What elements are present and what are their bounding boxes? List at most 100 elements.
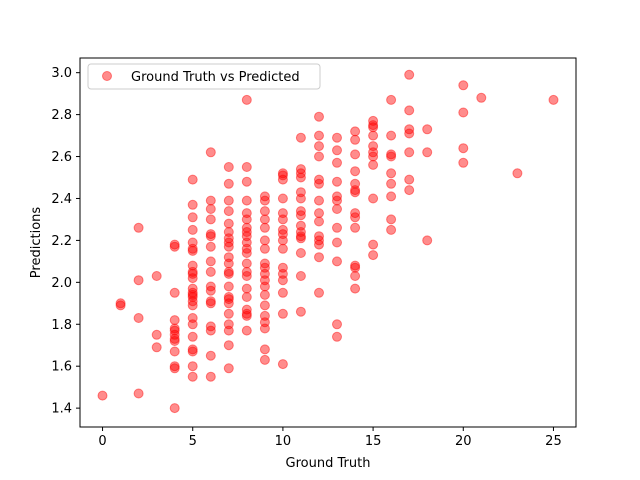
x-tick-label: 5 <box>189 434 197 449</box>
data-point <box>259 214 270 225</box>
data-point <box>205 241 216 252</box>
data-point <box>332 145 342 156</box>
data-point <box>277 193 288 204</box>
data-point <box>169 403 180 414</box>
data-point <box>314 178 324 189</box>
data-point <box>404 105 415 116</box>
data-point <box>151 329 162 340</box>
data-point <box>277 174 288 185</box>
data-point <box>187 344 198 355</box>
data-point <box>205 147 216 158</box>
data-point <box>350 178 361 189</box>
data-point <box>151 271 162 281</box>
data-point <box>277 262 288 273</box>
data-point <box>404 174 415 185</box>
data-point <box>368 115 379 126</box>
data-point <box>151 342 162 353</box>
data-point <box>350 212 361 223</box>
data-point <box>295 220 306 231</box>
data-point <box>332 195 342 206</box>
data-point <box>350 126 361 137</box>
data-point <box>295 206 306 217</box>
data-point <box>386 149 397 160</box>
data-point <box>259 222 270 233</box>
data-point <box>350 166 361 177</box>
data-point <box>314 231 324 242</box>
data-point <box>241 266 252 277</box>
data-point <box>350 187 361 198</box>
data-point <box>404 124 415 135</box>
data-point <box>314 195 324 206</box>
data-point <box>241 162 252 172</box>
legend: Ground Truth vs Predicted <box>87 63 321 90</box>
data-point <box>386 191 397 202</box>
data-point <box>187 300 198 311</box>
data-point <box>115 300 126 311</box>
data-point <box>332 132 342 143</box>
data-point <box>187 287 198 298</box>
data-point <box>404 185 415 196</box>
data-point <box>332 176 342 187</box>
data-point <box>295 132 306 143</box>
data-point <box>187 296 198 307</box>
data-point <box>314 216 324 227</box>
data-point <box>259 354 270 365</box>
data-point <box>332 331 342 342</box>
data-point <box>205 285 216 296</box>
data-point <box>205 204 216 214</box>
data-point <box>169 325 180 336</box>
data-point <box>314 174 324 185</box>
data-point <box>169 323 180 334</box>
data-point <box>169 363 180 374</box>
data-point <box>368 147 379 158</box>
data-point <box>187 361 198 372</box>
data-point <box>223 266 234 277</box>
data-point <box>187 319 198 330</box>
y-tick-label: 2.2 <box>51 234 72 249</box>
data-point <box>332 191 342 202</box>
x-tick-label: 20 <box>455 434 472 449</box>
data-point <box>422 147 433 158</box>
data-point <box>223 325 234 336</box>
data-point <box>205 195 216 206</box>
data-point <box>350 283 361 294</box>
data-point <box>223 241 234 252</box>
data-point <box>187 199 198 210</box>
y-tick-label: 3.0 <box>51 66 72 81</box>
data-point <box>314 151 324 162</box>
data-point <box>277 287 288 298</box>
data-point <box>386 168 397 179</box>
data-point <box>548 94 559 105</box>
data-point <box>241 310 252 321</box>
data-point <box>277 208 288 219</box>
data-point <box>187 273 198 284</box>
x-tick-label: 25 <box>545 434 562 449</box>
data-point <box>259 258 270 269</box>
data-point <box>458 157 469 168</box>
data-point <box>277 308 288 319</box>
data-point <box>169 336 180 346</box>
data-point <box>205 229 216 240</box>
data-point <box>205 296 216 307</box>
y-axis-ticks: 1.4 1.6 1.8 2.0 2.2 2.4 2.6 2.8 3.0 <box>51 66 80 417</box>
data-point <box>223 281 234 292</box>
data-point <box>259 243 270 254</box>
points-layer <box>97 69 559 414</box>
legend-box <box>87 63 321 90</box>
data-point <box>205 256 216 267</box>
data-point <box>259 317 270 328</box>
data-point <box>241 308 252 319</box>
data-point <box>169 239 180 250</box>
data-point <box>187 292 198 302</box>
data-point <box>314 239 324 250</box>
data-point <box>277 214 288 225</box>
data-point <box>386 178 397 189</box>
y-tick-label: 1.4 <box>51 402 72 417</box>
data-point <box>458 107 469 118</box>
data-point <box>241 248 252 258</box>
data-point <box>205 321 216 332</box>
data-point <box>458 143 469 154</box>
data-point <box>295 233 306 244</box>
data-point <box>277 229 288 240</box>
data-point <box>223 292 234 302</box>
